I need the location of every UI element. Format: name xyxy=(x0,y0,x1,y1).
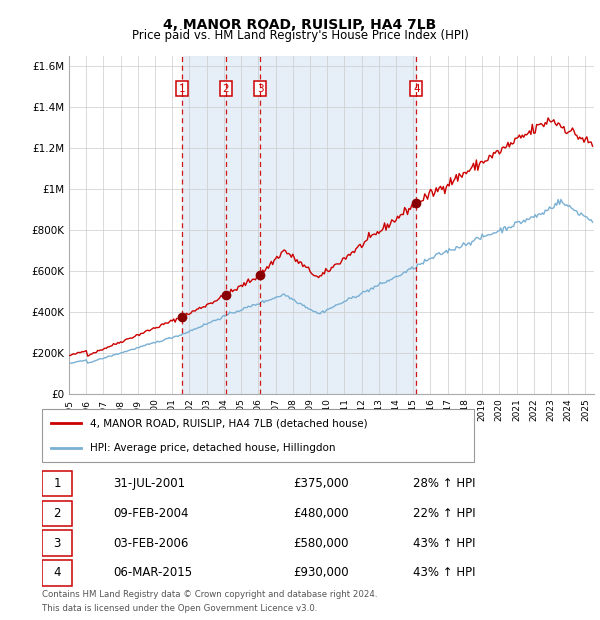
Text: £580,000: £580,000 xyxy=(293,537,349,549)
Text: 2: 2 xyxy=(53,507,61,520)
Text: 43% ↑ HPI: 43% ↑ HPI xyxy=(413,567,476,579)
Text: 03-FEB-2006: 03-FEB-2006 xyxy=(113,537,188,549)
Bar xyxy=(42,471,72,497)
Bar xyxy=(42,560,72,586)
Text: 22% ↑ HPI: 22% ↑ HPI xyxy=(413,507,476,520)
Text: Contains HM Land Registry data © Crown copyright and database right 2024.: Contains HM Land Registry data © Crown c… xyxy=(42,590,377,600)
Text: 06-MAR-2015: 06-MAR-2015 xyxy=(113,567,192,579)
Text: 3: 3 xyxy=(257,84,263,94)
Text: 4, MANOR ROAD, RUISLIP, HA4 7LB (detached house): 4, MANOR ROAD, RUISLIP, HA4 7LB (detache… xyxy=(89,418,367,428)
Text: £930,000: £930,000 xyxy=(293,567,349,579)
Text: 1: 1 xyxy=(53,477,61,490)
Text: This data is licensed under the Open Government Licence v3.0.: This data is licensed under the Open Gov… xyxy=(42,604,317,613)
Text: 31-JUL-2001: 31-JUL-2001 xyxy=(113,477,185,490)
Text: £375,000: £375,000 xyxy=(293,477,349,490)
Text: HPI: Average price, detached house, Hillingdon: HPI: Average price, detached house, Hill… xyxy=(89,443,335,453)
Text: Price paid vs. HM Land Registry's House Price Index (HPI): Price paid vs. HM Land Registry's House … xyxy=(131,30,469,42)
Bar xyxy=(42,530,72,556)
Text: £480,000: £480,000 xyxy=(293,507,349,520)
Text: 4: 4 xyxy=(413,84,419,94)
Text: 4: 4 xyxy=(53,567,61,579)
Bar xyxy=(182,56,416,394)
Text: 1: 1 xyxy=(179,84,185,94)
Text: 3: 3 xyxy=(53,537,61,549)
Text: 28% ↑ HPI: 28% ↑ HPI xyxy=(413,477,476,490)
Text: 2: 2 xyxy=(223,84,229,94)
Text: 4, MANOR ROAD, RUISLIP, HA4 7LB: 4, MANOR ROAD, RUISLIP, HA4 7LB xyxy=(163,18,437,32)
Text: 43% ↑ HPI: 43% ↑ HPI xyxy=(413,537,476,549)
Text: 09-FEB-2004: 09-FEB-2004 xyxy=(113,507,188,520)
Bar xyxy=(42,500,72,526)
